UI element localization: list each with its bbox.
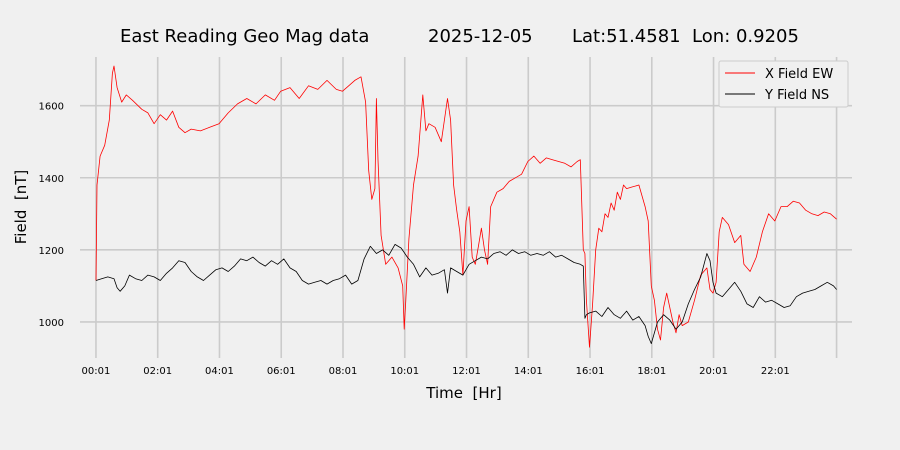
x-tick-label: 00:01 [82, 366, 111, 377]
x-tick-label: 10:01 [390, 366, 419, 377]
y-tick-labels: 1000 1200 1400 1600 [39, 102, 64, 329]
x-tick-label: 14:01 [514, 366, 543, 377]
series-lines [95, 65, 837, 348]
legend-label-x-field: X Field EW [765, 67, 833, 82]
x-tick-label: 16:01 [576, 366, 605, 377]
x-tick-label: 04:01 [205, 366, 234, 377]
y-tick-label: 1600 [39, 102, 64, 113]
series-line-y-field [95, 243, 837, 345]
legend: X Field EW Y Field NS [718, 60, 849, 108]
x-tick-labels: 00:01 02:01 04:01 06:01 08:01 10:01 12:01 14:01… [82, 366, 790, 377]
x-tick-label: 12:01 [452, 366, 481, 377]
x-tick-label: 06:01 [267, 366, 296, 377]
x-tick-label: 08:01 [329, 366, 358, 377]
x-tick-label: 22:01 [761, 366, 790, 377]
y-tick-label: 1200 [39, 246, 64, 257]
x-axis-label: Time [Hr] [425, 384, 501, 402]
y-axis-label: Field [nT] [12, 170, 30, 245]
chart-title-coords: Lat:51.4581 Lon: 0.9205 [572, 26, 799, 47]
legend-label-y-field: Y Field NS [764, 88, 829, 103]
x-tick-label: 20:01 [699, 366, 728, 377]
y-tick-label: 1400 [39, 174, 64, 185]
grid [80, 57, 852, 358]
chart-title-name: East Reading Geo Mag data [120, 26, 369, 47]
x-tick-label: 02:01 [143, 366, 172, 377]
chart-title-date: 2025-12-05 [428, 26, 533, 47]
x-tick-label: 18:01 [637, 366, 666, 377]
y-tick-label: 1000 [39, 318, 64, 329]
